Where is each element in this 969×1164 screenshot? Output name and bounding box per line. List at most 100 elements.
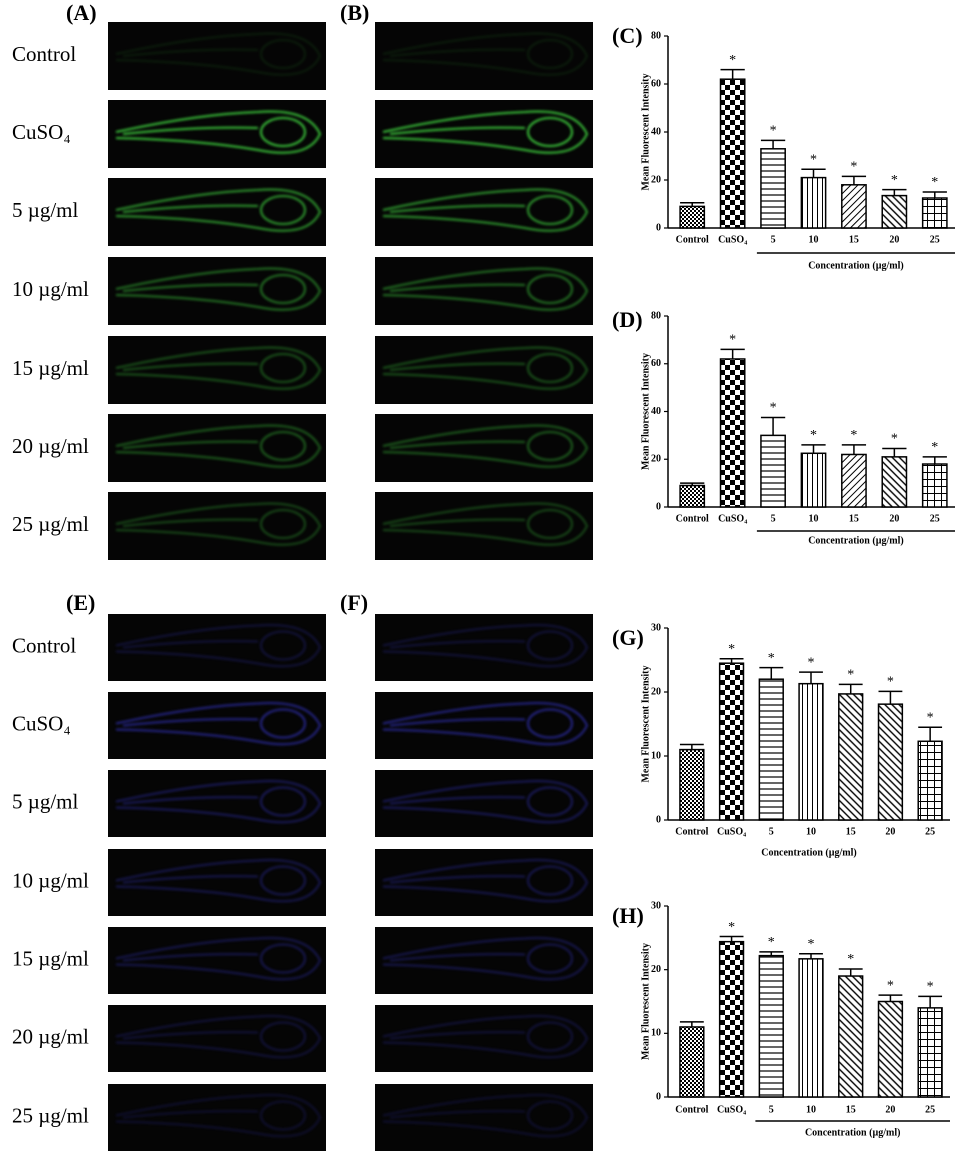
- bar: [679, 748, 705, 821]
- fish: [115, 936, 322, 981]
- y-axis-label: Mean Fluorescent Intensity: [640, 353, 651, 470]
- x-axis-label: Concentration (µg/ml): [805, 1127, 900, 1138]
- bar: [921, 463, 948, 508]
- x-axis-label: Concentration (µg/ml): [761, 847, 856, 858]
- significance-mark: *: [728, 920, 735, 935]
- fish-spine: [389, 796, 526, 805]
- fish: [115, 502, 322, 546]
- fish-spine: [389, 875, 526, 884]
- fish-body: [382, 936, 589, 981]
- fish-head: [527, 39, 573, 69]
- fish: [115, 623, 322, 668]
- bar: [798, 682, 824, 821]
- y-axis-label: Mean Fluorescent Intensity: [640, 73, 651, 190]
- fish-body: [115, 267, 322, 311]
- x-tick-label: 10: [809, 513, 819, 524]
- panel-label: (C): [612, 23, 643, 48]
- error-bar: [801, 168, 826, 178]
- fluorescence-image: [108, 614, 326, 681]
- fish: [115, 32, 322, 76]
- fish-spine: [389, 48, 526, 57]
- panel-label: (H): [612, 903, 644, 928]
- significance-mark: *: [768, 651, 775, 666]
- bar: [719, 78, 746, 229]
- bar: [921, 197, 948, 229]
- bar: [679, 205, 706, 229]
- significance-mark: *: [847, 668, 854, 683]
- y-tick-label: 40: [651, 126, 661, 137]
- fluorescence-image: [375, 692, 593, 759]
- fish: [382, 32, 589, 76]
- significance-mark: *: [808, 937, 815, 952]
- error-bar: [759, 951, 784, 956]
- fish: [382, 188, 589, 232]
- bar: [881, 194, 908, 229]
- fish: [115, 779, 322, 824]
- row-label: 15 µg/ml: [12, 946, 89, 970]
- fish-spine: [122, 440, 259, 449]
- significance-mark: *: [927, 710, 934, 725]
- fish: [382, 110, 589, 154]
- y-tick-label: 80: [651, 30, 661, 41]
- bar: [841, 453, 867, 508]
- fish-head: [260, 39, 306, 69]
- row-label: 20 µg/ml: [12, 434, 89, 458]
- x-tick-label: 15: [846, 826, 856, 837]
- error-bar: [918, 726, 943, 742]
- x-tick-label: Control: [675, 1104, 708, 1115]
- row-label: 5 µg/ml: [12, 789, 79, 813]
- y-tick-label: 30: [651, 900, 661, 911]
- y-tick-label: 20: [651, 686, 661, 697]
- significance-mark: *: [891, 432, 898, 447]
- significance-mark: *: [850, 428, 857, 443]
- fish-spine: [122, 204, 259, 213]
- row-label: Control: [12, 633, 76, 657]
- fish-head: [527, 708, 573, 739]
- fish-spine: [389, 640, 526, 649]
- fluorescence-image: [375, 178, 593, 246]
- error-bar: [679, 743, 704, 750]
- significance-mark: *: [850, 160, 857, 175]
- fish-head: [527, 431, 573, 461]
- fluorescence-image: [108, 770, 326, 837]
- error-bar: [759, 666, 784, 680]
- error-bar: [838, 968, 863, 977]
- fluorescence-image: [375, 100, 593, 168]
- fish-body: [382, 267, 589, 311]
- fish-spine: [389, 283, 526, 292]
- error-bar: [801, 444, 826, 454]
- fluorescence-image: [375, 492, 593, 560]
- significance-mark: *: [808, 655, 815, 670]
- bar: [800, 452, 827, 508]
- fluorescence-image: [375, 257, 593, 325]
- fish-head: [260, 117, 306, 147]
- x-tick-label: 15: [849, 513, 859, 524]
- fish-head: [527, 630, 573, 661]
- panel-label: (D): [612, 307, 643, 332]
- error-bar: [720, 348, 745, 359]
- significance-mark: *: [891, 173, 898, 188]
- y-tick-label: 80: [651, 310, 661, 321]
- x-tick-label: CuSO₄: [718, 513, 747, 524]
- fish-body: [382, 701, 589, 746]
- x-tick-label: 5: [769, 826, 774, 837]
- fish-body: [382, 1014, 589, 1059]
- error-bar: [719, 935, 744, 942]
- y-tick-label: 40: [651, 406, 661, 417]
- error-bar: [882, 188, 907, 196]
- fish-body: [115, 188, 322, 232]
- fish-head: [527, 786, 573, 817]
- fluorescence-image: [108, 1084, 326, 1151]
- x-tick-label: Control: [675, 826, 708, 837]
- bar: [719, 358, 746, 508]
- fish-body: [382, 779, 589, 824]
- significance-mark: *: [931, 440, 938, 455]
- significance-mark: *: [847, 952, 854, 967]
- bar: [800, 176, 827, 229]
- fluorescence-image: [375, 336, 593, 404]
- fish-body: [382, 623, 589, 668]
- x-tick-label: 20: [889, 234, 899, 245]
- bar: [798, 958, 824, 1098]
- error-bar: [760, 139, 786, 149]
